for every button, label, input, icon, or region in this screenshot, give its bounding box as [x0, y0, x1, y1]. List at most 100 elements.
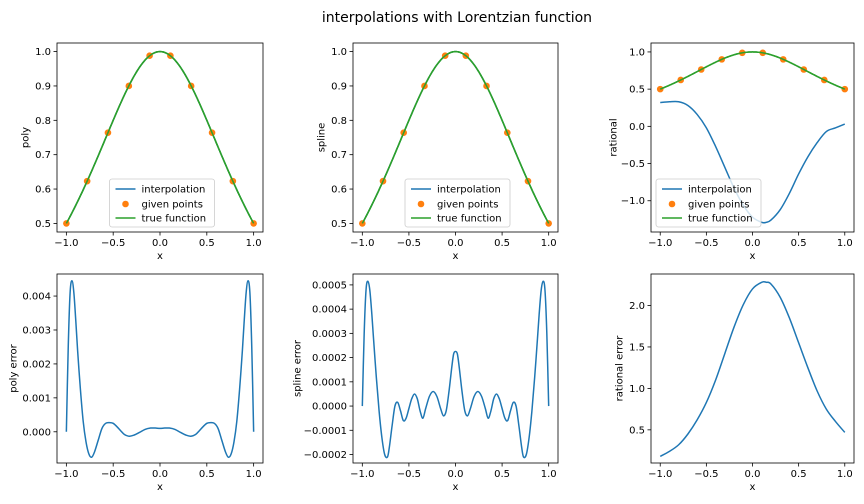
x-tick-label: 1.0	[246, 238, 262, 249]
y-tick-label: −1.0	[621, 196, 645, 207]
legend-entry: given points	[142, 200, 203, 211]
legend-entry: given points	[688, 200, 749, 211]
legend-entry: true function	[142, 214, 207, 225]
x-tick-label: 0.5	[791, 469, 807, 480]
y-tick-label: 0.0002	[312, 353, 347, 364]
y-tick-label: 0.6	[331, 185, 347, 196]
true-function-line-top	[361, 50, 550, 224]
error-line	[65, 280, 255, 459]
x-tick-label: −1.0	[648, 238, 672, 249]
y-tick-label: −0.0001	[304, 426, 347, 437]
chart-poly_error: −1.0 −0.5 0.0 0.5 1.0 0.000 0.001 0.002 0.003 0.0…	[9, 273, 264, 493]
y-axis-label: poly error	[9, 343, 20, 392]
x-tick-label: −0.5	[101, 238, 125, 249]
x-tick-label: 0.0	[745, 238, 761, 249]
true-function-line-top	[65, 50, 255, 224]
legend-entry: interpolation	[688, 185, 752, 196]
plot-area	[65, 280, 255, 459]
y-tick-label: 0.0003	[312, 329, 347, 340]
y-tick-label: 0.9	[35, 81, 51, 92]
x-tick-label: 0.0	[745, 469, 761, 480]
y-tick-label: −0.0002	[304, 450, 347, 461]
y-axis-label: rational	[609, 118, 620, 156]
y-tick-label: 0.0	[629, 122, 645, 133]
x-tick-label: 1.0	[837, 469, 853, 480]
y-tick-label: 0.5	[629, 425, 645, 436]
x-tick-label: −1.0	[648, 469, 672, 480]
y-tick-label: 0.003	[22, 325, 51, 336]
x-tick-label: −0.5	[694, 469, 718, 480]
legend-swatch-given-points	[122, 200, 129, 208]
x-tick-label: 0.5	[199, 469, 215, 480]
x-tick-label: −0.5	[397, 238, 421, 249]
x-tick-label: −0.5	[694, 238, 718, 249]
y-tick-label: 0.004	[22, 292, 51, 303]
y-axis-label: spline	[317, 123, 328, 153]
y-tick-label: 0.0004	[312, 305, 347, 316]
y-tick-label: 1.0	[331, 47, 347, 58]
legend-entry: true function	[437, 214, 502, 225]
y-tick-label: 1.0	[629, 384, 645, 395]
y-tick-label: 0.000	[22, 427, 51, 438]
x-tick-label: 0.5	[494, 469, 510, 480]
legend-swatch-given-points	[417, 200, 425, 208]
y-tick-label: 0.7	[331, 150, 347, 161]
y-tick-label: 0.0000	[312, 402, 347, 413]
y-tick-label: 1.0	[35, 47, 51, 58]
x-axis-label: x	[453, 251, 459, 262]
x-tick-label: −1.0	[350, 238, 374, 249]
legend-entry: true function	[688, 214, 753, 225]
x-axis-label: x	[453, 482, 459, 493]
y-tick-label: 1.5	[629, 342, 645, 353]
x-axis-label: x	[750, 482, 756, 493]
error-line	[361, 280, 550, 459]
x-tick-label: 0.5	[494, 238, 510, 249]
chart-spline: −1.0 −0.5 0.0 0.5 1.0 0.5 0.6 0.7 0.8 0.9 1.0 x spli…	[317, 42, 559, 262]
x-axis-label: x	[750, 251, 756, 262]
x-tick-label: 1.0	[541, 469, 557, 480]
x-tick-label: 0.0	[448, 469, 464, 480]
y-tick-label: 0.7	[35, 150, 51, 161]
chart-rational_error: −1.0 −0.5 0.0 0.5 1.0 0.5 1.0 1.5 2.0 x rational e…	[615, 273, 855, 493]
y-tick-label: −0.5	[621, 159, 645, 170]
chart-spline_error: −1.0 −0.5 0.0 0.5 1.0 −0.0002 −0.0001 0.0000 0.0…	[292, 273, 559, 493]
legend: interpolation given points true function	[655, 178, 762, 228]
x-tick-label: −0.5	[101, 469, 125, 480]
y-tick-label: 0.5	[331, 219, 347, 230]
y-tick-label: 0.5	[35, 219, 51, 230]
y-tick-label: 1.0	[629, 47, 645, 58]
x-tick-label: 0.5	[791, 238, 807, 249]
chart-rational: −1.0 −0.5 0.0 0.5 1.0 −1.0 −0.5 0.0 0.5 1.0 x ratio…	[609, 42, 855, 262]
x-axis-label: x	[157, 482, 163, 493]
legend-box	[109, 178, 215, 228]
legend: interpolation given points true function	[109, 178, 215, 228]
chart-poly: −1.0 −0.5 0.0 0.5 1.0 0.5 0.6 0.7 0.8 0.9 1.0 x poly…	[21, 42, 264, 262]
legend-entry: given points	[437, 200, 498, 211]
plot-area	[361, 280, 550, 459]
x-tick-label: −0.5	[397, 469, 421, 480]
error-line	[659, 280, 846, 458]
x-tick-label: −1.0	[54, 469, 78, 480]
x-tick-label: 1.0	[541, 238, 557, 249]
y-tick-label: 0.9	[331, 81, 347, 92]
legend-swatch-given-points	[668, 200, 676, 208]
legend-box	[655, 178, 762, 228]
x-tick-label: 0.0	[152, 238, 168, 249]
x-tick-label: 0.0	[448, 238, 464, 249]
true-function-line-top	[659, 51, 846, 90]
y-tick-label: 0.5	[629, 85, 645, 96]
y-axis-label: poly	[21, 127, 32, 148]
plot-area	[659, 280, 846, 458]
y-tick-label: 0.0001	[312, 377, 347, 388]
legend-entry: interpolation	[437, 185, 501, 196]
y-tick-label: 0.0005	[312, 280, 347, 291]
y-tick-label: 2.0	[629, 301, 645, 312]
x-tick-label: 1.0	[837, 238, 853, 249]
y-axis-label: rational error	[615, 335, 626, 402]
legend-entry: interpolation	[142, 185, 206, 196]
legend-box	[404, 178, 511, 228]
x-tick-label: 1.0	[246, 469, 262, 480]
x-tick-label: −1.0	[54, 238, 78, 249]
x-axis-label: x	[157, 251, 163, 262]
